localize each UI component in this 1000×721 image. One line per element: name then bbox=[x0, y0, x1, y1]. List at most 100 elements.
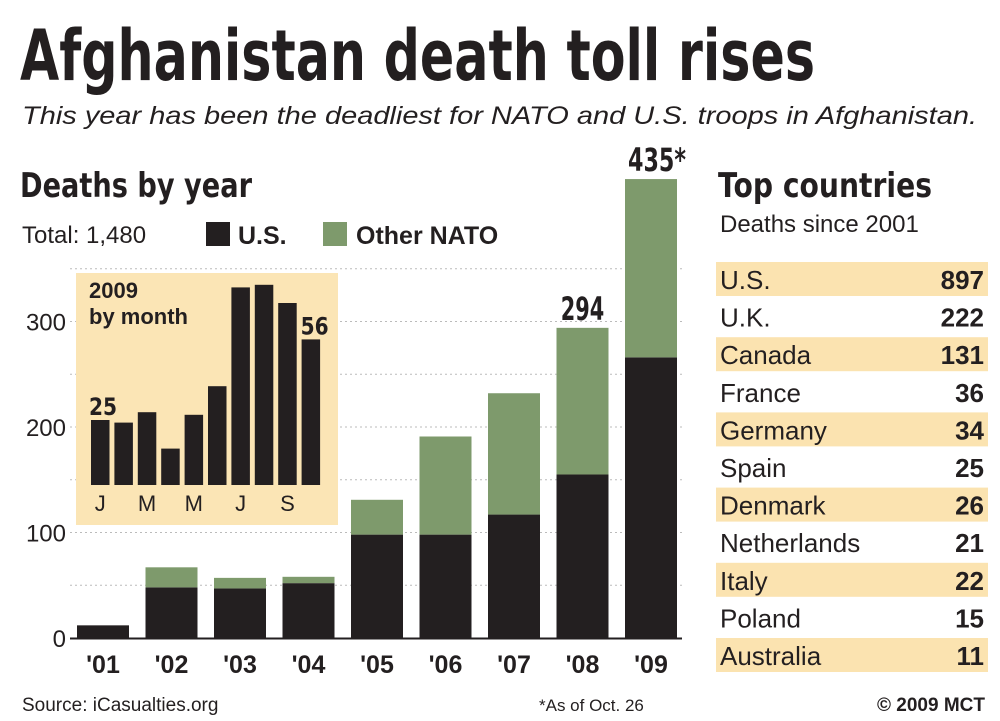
country-deaths: 36 bbox=[955, 378, 984, 408]
row-highlight bbox=[716, 638, 988, 672]
legend-label-us: U.S. bbox=[238, 222, 287, 250]
countries-title: Top countries bbox=[718, 166, 932, 206]
table-row: France 36 bbox=[720, 378, 984, 408]
bar-us bbox=[556, 474, 609, 638]
month-bar bbox=[114, 422, 133, 485]
month-bar bbox=[184, 414, 204, 485]
legend-swatch-us bbox=[206, 222, 230, 246]
y-tick-label: 200 bbox=[26, 415, 66, 442]
country-deaths: 897 bbox=[941, 265, 984, 295]
table-row: Netherlands 21 bbox=[720, 528, 984, 558]
country-name: Canada bbox=[720, 340, 812, 370]
countries-table: U.S. 897 U.K. 222 Canada 131 France 36 Germany 34… bbox=[716, 262, 988, 672]
month-bar bbox=[231, 287, 250, 485]
row-highlight bbox=[716, 487, 988, 522]
country-name: Poland bbox=[720, 603, 801, 633]
x-tick-label: '08 bbox=[566, 651, 600, 679]
country-deaths: 131 bbox=[941, 340, 984, 370]
row-highlight bbox=[716, 262, 988, 296]
bar-other-nato bbox=[625, 179, 677, 358]
x-tick-label: '04 bbox=[292, 651, 326, 679]
row-highlight bbox=[716, 337, 988, 372]
data-label: 294 bbox=[561, 290, 605, 328]
bar-us bbox=[282, 583, 335, 638]
bar-us bbox=[351, 534, 403, 638]
y-tick-label: 0 bbox=[53, 626, 66, 653]
bar-other-nato bbox=[214, 577, 266, 589]
row-highlight bbox=[716, 412, 988, 447]
country-name: France bbox=[720, 378, 801, 408]
legend-label-other-nato: Other NATO bbox=[356, 222, 498, 250]
bars: 294 435* bbox=[77, 141, 686, 638]
inset-title-line: by month bbox=[89, 304, 188, 329]
month-tick-label: M bbox=[138, 491, 156, 516]
bar-us bbox=[214, 588, 266, 638]
x-tick-label: '02 bbox=[155, 651, 189, 679]
bar-other-nato bbox=[419, 436, 472, 535]
monthly-inset: 2009 by month J 25 M M J S 56 bbox=[76, 273, 338, 525]
row-highlight bbox=[716, 562, 988, 597]
month-bar bbox=[137, 412, 157, 485]
country-deaths: 15 bbox=[955, 603, 984, 633]
month-bar bbox=[254, 284, 274, 485]
source-note: Source: iCasualties.org bbox=[22, 695, 218, 716]
country-name: U.S. bbox=[720, 265, 771, 295]
bar-us bbox=[77, 625, 129, 638]
bar-other-nato bbox=[145, 567, 198, 588]
month-tick-label: M bbox=[185, 491, 203, 516]
month-data-label: 25 bbox=[89, 393, 117, 421]
x-tick-label: '06 bbox=[429, 651, 463, 679]
month-tick-label: J bbox=[95, 491, 106, 516]
country-name: U.K. bbox=[720, 303, 771, 333]
country-name: Netherlands bbox=[720, 528, 860, 558]
country-deaths: 22 bbox=[955, 566, 984, 596]
table-row: U.S. 897 bbox=[716, 262, 988, 296]
month-bar bbox=[208, 386, 227, 485]
table-row: Denmark 26 bbox=[716, 487, 988, 522]
country-name: Denmark bbox=[720, 491, 826, 521]
bar-us bbox=[145, 587, 198, 638]
countries-subtitle: Deaths since 2001 bbox=[720, 211, 919, 238]
country-name: Germany bbox=[720, 415, 827, 445]
x-tick-label: '07 bbox=[497, 651, 531, 679]
country-name: Spain bbox=[720, 453, 787, 483]
total-label: Total: 1,480 bbox=[22, 222, 146, 249]
table-row: Italy 22 bbox=[716, 562, 988, 597]
month-bar bbox=[161, 448, 180, 485]
bar-other-nato bbox=[556, 327, 609, 475]
x-tick-label: '09 bbox=[634, 651, 668, 679]
bar-other-nato bbox=[351, 499, 403, 535]
country-deaths: 34 bbox=[955, 415, 984, 445]
data-label: 435* bbox=[628, 141, 686, 179]
bar-us bbox=[488, 514, 540, 638]
x-axis: '01 '02 '03 '04 '05 '06 '07 '08 '09 bbox=[86, 651, 668, 679]
as-of-note: *As of Oct. 26 bbox=[539, 696, 644, 715]
country-deaths: 21 bbox=[955, 528, 984, 558]
month-bar bbox=[301, 339, 321, 485]
y-axis: 0 100 200 300 bbox=[26, 310, 66, 654]
inset-title-line: 2009 bbox=[89, 278, 138, 303]
bar-other-nato bbox=[488, 393, 540, 515]
month-bar bbox=[278, 303, 297, 485]
country-deaths: 222 bbox=[941, 303, 984, 333]
monthly-bars: J 25 M M J S 56 bbox=[89, 284, 329, 516]
table-row: U.K. 222 bbox=[720, 303, 984, 333]
credit: © 2009 MCT bbox=[877, 695, 985, 716]
country-deaths: 25 bbox=[955, 453, 984, 483]
table-row: Poland 15 bbox=[720, 603, 984, 633]
month-tick-label: S bbox=[280, 491, 295, 516]
country-deaths: 11 bbox=[957, 641, 985, 671]
bar-us bbox=[419, 534, 472, 638]
chart-title: Deaths by year bbox=[20, 166, 252, 206]
table-row: Spain 25 bbox=[720, 453, 984, 483]
table-row: Australia 11 bbox=[716, 638, 988, 672]
x-tick-label: '03 bbox=[223, 651, 257, 679]
country-name: Australia bbox=[720, 641, 822, 671]
x-tick-label: '05 bbox=[360, 651, 394, 679]
bar-other-nato bbox=[282, 576, 335, 584]
y-tick-label: 300 bbox=[26, 310, 66, 337]
table-row: Canada 131 bbox=[716, 337, 988, 372]
subtitle: This year has been the deadliest for NAT… bbox=[22, 102, 977, 130]
month-tick-label: J bbox=[235, 491, 246, 516]
